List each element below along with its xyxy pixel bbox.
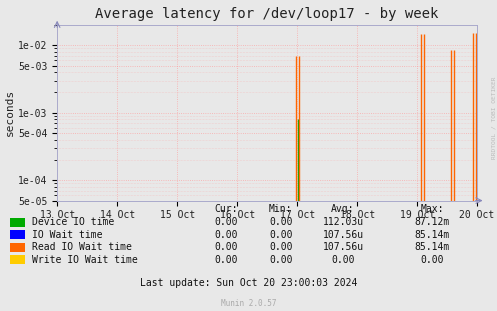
Text: Avg:: Avg: bbox=[331, 204, 355, 214]
Text: 0.00: 0.00 bbox=[420, 255, 444, 265]
Text: Cur:: Cur: bbox=[214, 204, 238, 214]
Text: IO Wait time: IO Wait time bbox=[32, 230, 103, 240]
Text: 0.00: 0.00 bbox=[269, 230, 293, 240]
Text: 107.56u: 107.56u bbox=[323, 230, 363, 240]
Text: 0.00: 0.00 bbox=[269, 217, 293, 227]
Text: 0.00: 0.00 bbox=[214, 217, 238, 227]
Text: 0.00: 0.00 bbox=[269, 242, 293, 252]
Text: 0.00: 0.00 bbox=[331, 255, 355, 265]
Text: Min:: Min: bbox=[269, 204, 293, 214]
Text: 87.12m: 87.12m bbox=[415, 217, 450, 227]
Text: 85.14m: 85.14m bbox=[415, 242, 450, 252]
Text: 0.00: 0.00 bbox=[269, 255, 293, 265]
Text: Munin 2.0.57: Munin 2.0.57 bbox=[221, 299, 276, 308]
Text: 112.03u: 112.03u bbox=[323, 217, 363, 227]
Text: Write IO Wait time: Write IO Wait time bbox=[32, 255, 138, 265]
Text: 107.56u: 107.56u bbox=[323, 242, 363, 252]
Title: Average latency for /dev/loop17 - by week: Average latency for /dev/loop17 - by wee… bbox=[95, 7, 439, 21]
Text: Max:: Max: bbox=[420, 204, 444, 214]
Text: RRDTOOL / TOBI OETIKER: RRDTOOL / TOBI OETIKER bbox=[491, 77, 496, 160]
Text: 0.00: 0.00 bbox=[214, 242, 238, 252]
Text: Device IO time: Device IO time bbox=[32, 217, 114, 227]
Text: 0.00: 0.00 bbox=[214, 230, 238, 240]
Y-axis label: seconds: seconds bbox=[5, 89, 15, 136]
Text: 85.14m: 85.14m bbox=[415, 230, 450, 240]
Text: Last update: Sun Oct 20 23:00:03 2024: Last update: Sun Oct 20 23:00:03 2024 bbox=[140, 278, 357, 288]
Text: 0.00: 0.00 bbox=[214, 255, 238, 265]
Text: Read IO Wait time: Read IO Wait time bbox=[32, 242, 132, 252]
